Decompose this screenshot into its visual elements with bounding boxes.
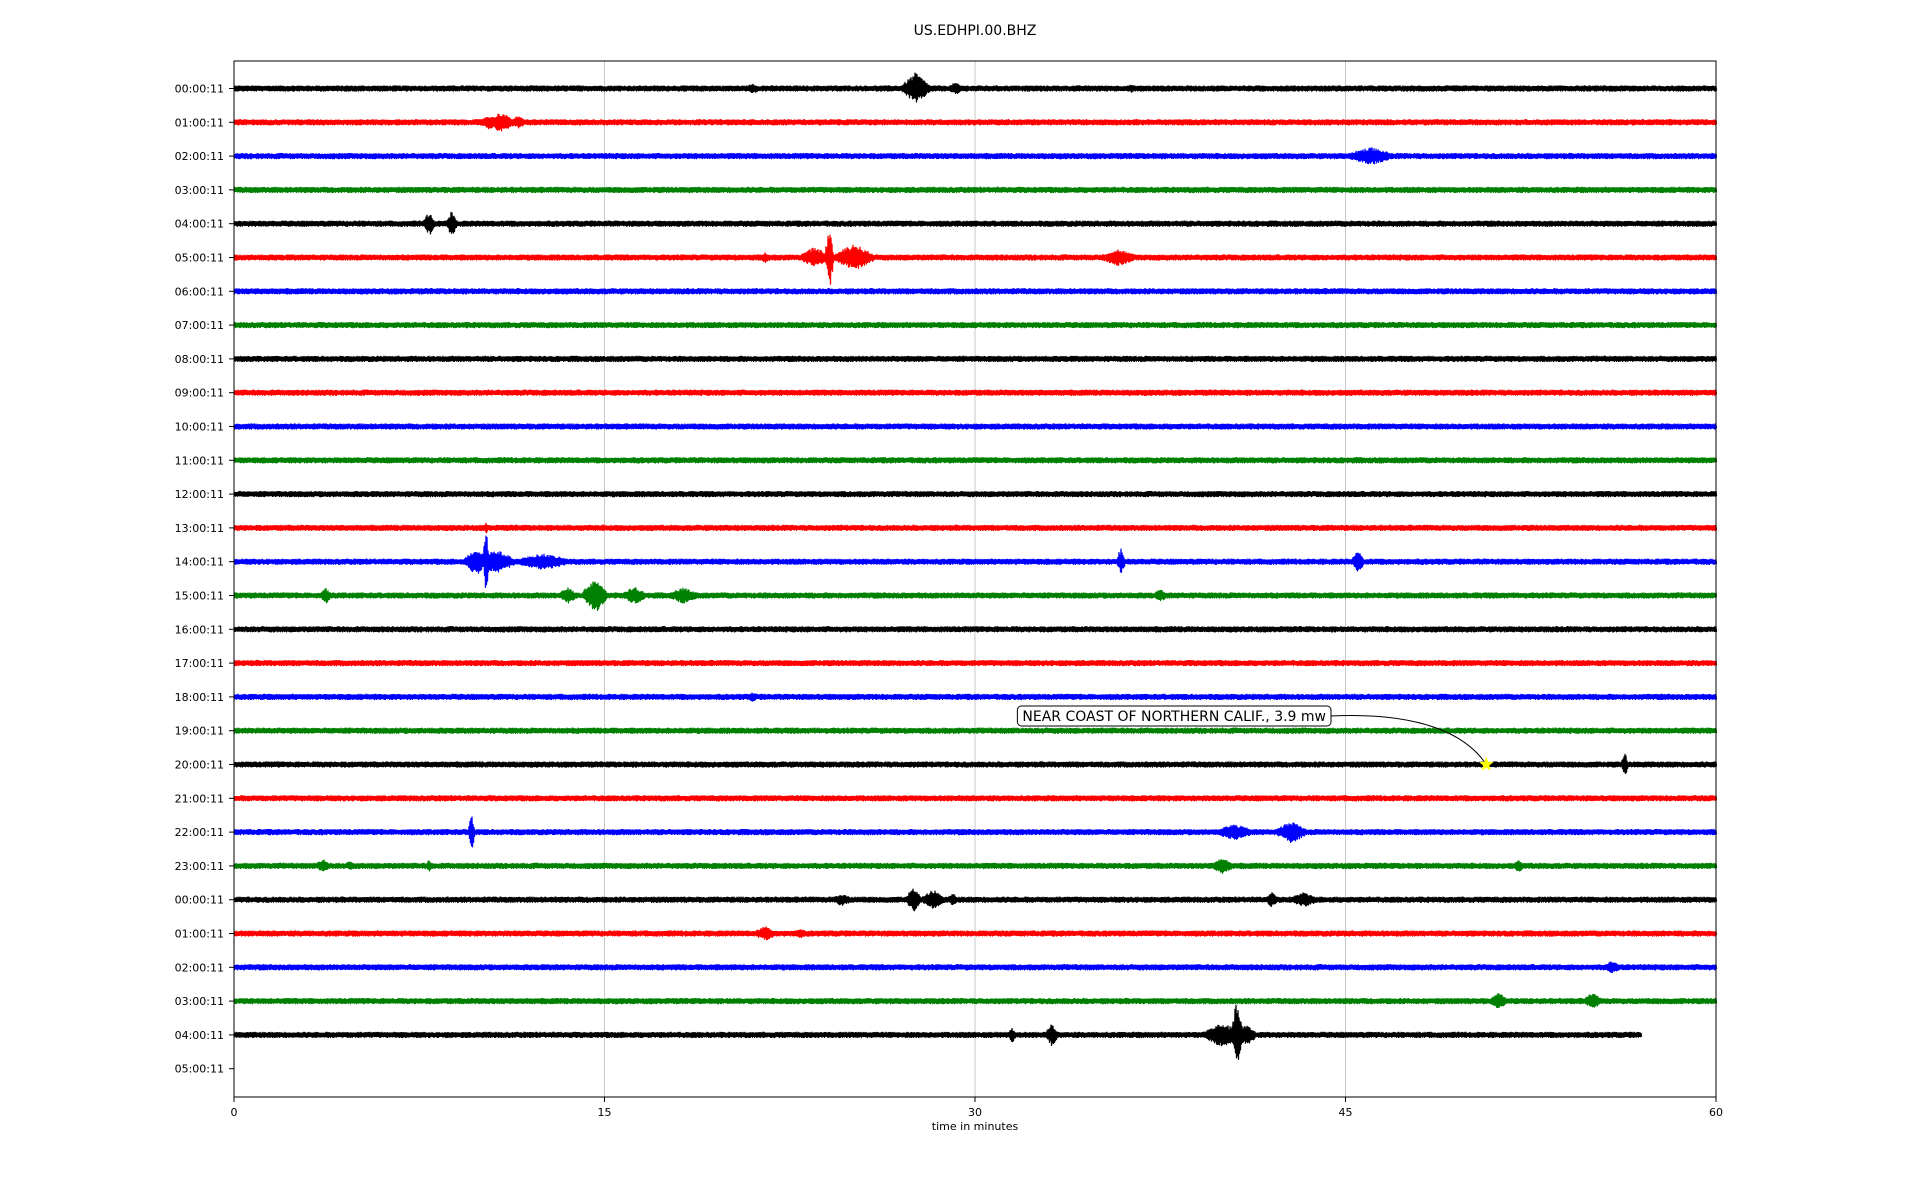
seismic-trace xyxy=(233,113,1718,132)
row-time-label: 01:00:11 xyxy=(175,928,224,941)
x-tick-label: 60 xyxy=(1709,1106,1723,1119)
seismic-trace xyxy=(233,816,1718,848)
seismic-trace xyxy=(233,321,1718,329)
seismic-trace xyxy=(233,423,1718,430)
row-time-label: 03:00:11 xyxy=(175,184,224,197)
seismic-trace xyxy=(233,858,1718,874)
row-time-label: 14:00:11 xyxy=(175,556,224,569)
seismic-trace xyxy=(233,522,1718,534)
row-time-label: 07:00:11 xyxy=(175,319,224,332)
row-time-label: 18:00:11 xyxy=(175,691,224,704)
row-time-label: 22:00:11 xyxy=(175,826,224,839)
seismic-trace xyxy=(233,147,1718,165)
seismic-trace xyxy=(233,490,1718,498)
seismic-trace xyxy=(233,626,1718,633)
x-tick-label: 45 xyxy=(1339,1106,1353,1119)
row-time-label: 08:00:11 xyxy=(175,353,224,366)
row-time-label: 03:00:11 xyxy=(175,995,224,1008)
event-star-marker xyxy=(1478,756,1494,771)
plot-frame xyxy=(233,60,1717,1098)
seismic-trace xyxy=(233,795,1718,802)
row-time-label: 06:00:11 xyxy=(175,285,224,298)
grid-lines xyxy=(604,61,1346,1097)
seismic-trace xyxy=(233,186,1718,194)
row-time-label: 19:00:11 xyxy=(175,725,224,738)
seismic-trace xyxy=(233,659,1718,667)
row-time-label: 04:00:11 xyxy=(175,1029,224,1042)
row-time-label: 11:00:11 xyxy=(175,454,224,467)
seismic-trace xyxy=(233,1004,1643,1061)
trace-lines xyxy=(233,72,1718,1061)
seismic-trace xyxy=(233,211,1718,235)
row-time-label: 04:00:11 xyxy=(175,218,224,231)
row-time-label: 00:00:11 xyxy=(175,894,224,907)
row-labels: 00:00:11 01:00:11 02:00:11 03:00:11 04:00:11… xyxy=(175,83,234,1076)
seismic-trace xyxy=(233,535,1718,588)
seismic-trace xyxy=(233,389,1718,396)
seismic-trace xyxy=(233,355,1718,363)
row-time-label: 15:00:11 xyxy=(175,590,224,603)
seismic-trace xyxy=(233,888,1718,912)
event-annotation-text: NEAR COAST OF NORTHERN CALIF., 3.9 mw xyxy=(1022,709,1326,725)
row-time-label: 13:00:11 xyxy=(175,522,224,535)
seismic-trace xyxy=(233,727,1718,734)
seismic-trace xyxy=(233,234,1718,285)
seismic-trace xyxy=(233,72,1718,103)
row-time-label: 01:00:11 xyxy=(175,116,224,129)
x-axis-ticks: 0 15 30 45 60 xyxy=(231,1097,1723,1119)
seismic-trace xyxy=(233,457,1718,464)
row-time-label: 05:00:11 xyxy=(175,252,224,265)
x-tick-label: 0 xyxy=(231,1106,238,1119)
row-time-label: 00:00:11 xyxy=(175,83,224,96)
x-axis-label: time in minutes xyxy=(932,1120,1019,1133)
row-time-label: 16:00:11 xyxy=(175,623,224,636)
seismic-trace xyxy=(233,992,1718,1008)
row-time-label: 20:00:11 xyxy=(175,759,224,772)
row-time-label: 05:00:11 xyxy=(175,1063,224,1076)
seismic-trace xyxy=(233,961,1718,973)
seismic-trace xyxy=(233,753,1718,775)
seismic-trace xyxy=(233,288,1718,295)
row-time-label: 12:00:11 xyxy=(175,488,224,501)
seismic-trace xyxy=(233,692,1718,702)
seismic-trace xyxy=(233,581,1718,611)
row-time-label: 17:00:11 xyxy=(175,657,224,670)
chart-title: US.EDHPI.00.BHZ xyxy=(914,23,1037,39)
event-annotation-connector xyxy=(1330,715,1487,765)
row-time-label: 02:00:11 xyxy=(175,961,224,974)
event-annotations: NEAR COAST OF NORTHERN CALIF., 3.9 mw xyxy=(1016,705,1494,771)
x-tick-label: 30 xyxy=(968,1106,982,1119)
seismic-trace xyxy=(233,926,1718,941)
row-time-label: 02:00:11 xyxy=(175,150,224,163)
x-tick-label: 15 xyxy=(598,1106,612,1119)
row-time-label: 21:00:11 xyxy=(175,792,224,805)
row-time-label: 10:00:11 xyxy=(175,421,224,434)
row-time-label: 09:00:11 xyxy=(175,387,224,400)
row-time-label: 23:00:11 xyxy=(175,860,224,873)
